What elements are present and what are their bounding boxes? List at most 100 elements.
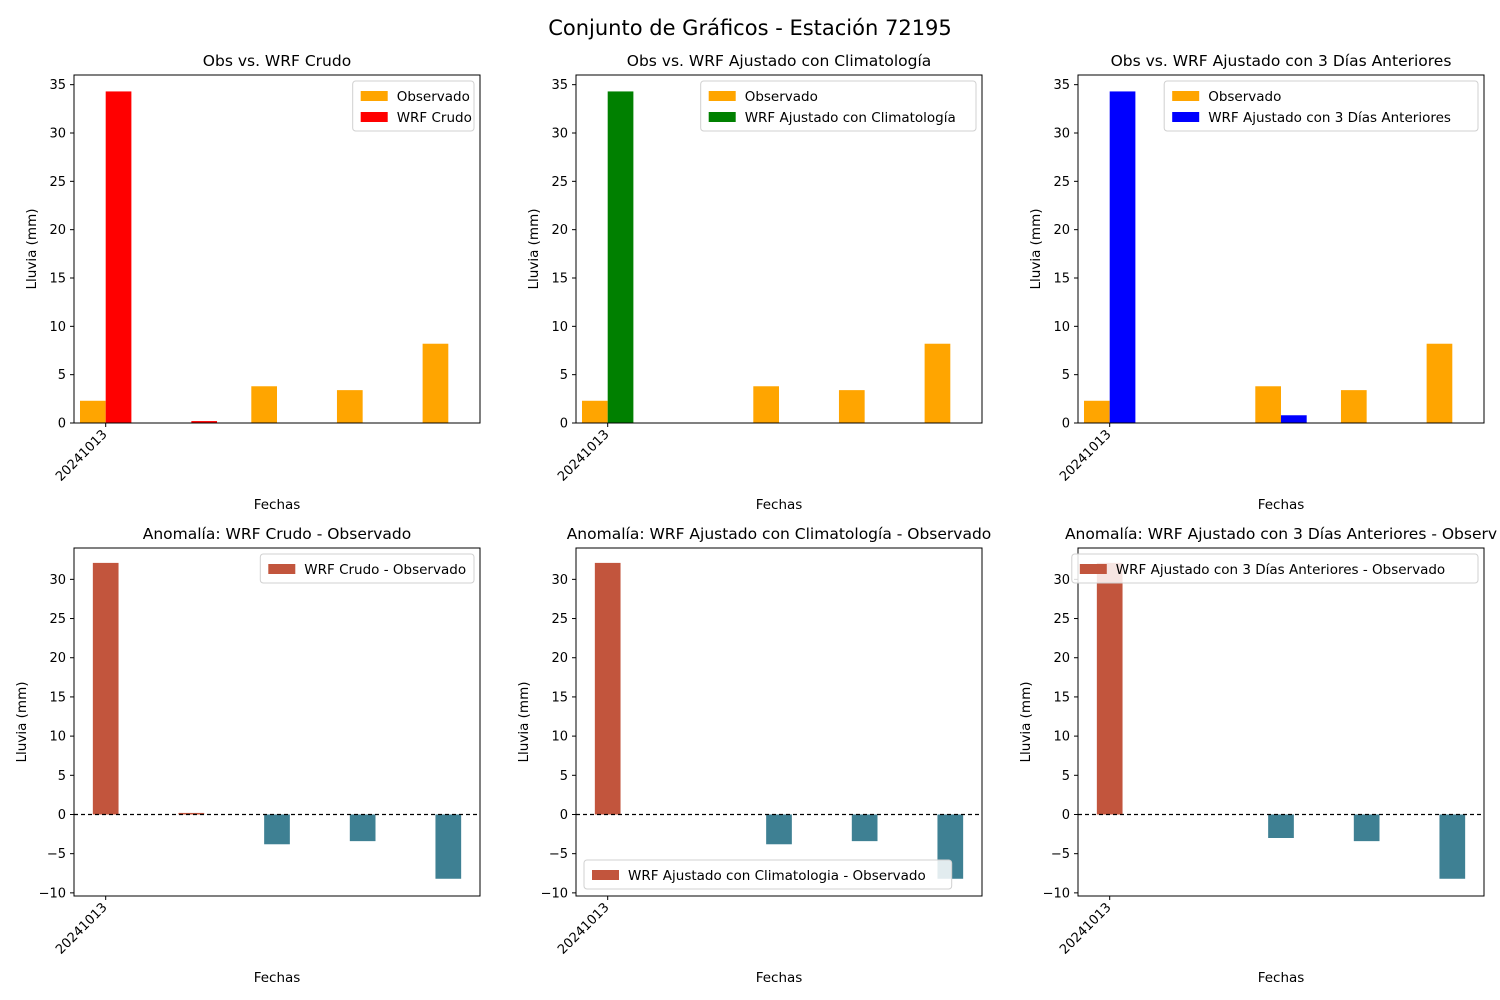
legend-swatch (1172, 91, 1200, 101)
bar-series1-point3 (766, 814, 792, 845)
bar-series1-point5 (435, 814, 462, 879)
y-axis-label: Lluvia (mm) (14, 682, 30, 763)
bar-series1-point3 (251, 386, 277, 423)
y-axis-label: Lluvia (mm) (526, 209, 542, 290)
y-tick-label: 25 (551, 612, 568, 627)
y-tick-label: 20 (49, 223, 66, 238)
bar-series1-point5 (1426, 343, 1453, 423)
y-tick-label: 5 (1062, 368, 1070, 383)
y-tick-label: 10 (1053, 730, 1070, 745)
x-axis-label: Fechas (1258, 970, 1305, 986)
bar-series1-point4 (838, 390, 865, 423)
y-tick-label: 35 (49, 78, 66, 93)
legend-box (583, 859, 953, 890)
bar-series1-point5 (924, 343, 951, 423)
x-tick-label: 20241013 (53, 900, 110, 957)
chart-title: Anomalía: WRF Crudo - Observado (143, 525, 412, 543)
y-tick-label: 30 (1053, 127, 1070, 142)
legend-label: Observado (397, 89, 470, 105)
legend: WRF Ajustado con 3 Días Anteriores - Obs… (1071, 553, 1479, 584)
bar-series1-point3 (1255, 386, 1281, 423)
y-tick-label: 5 (560, 368, 568, 383)
bar-series1-point4 (1353, 814, 1380, 842)
chart-title: Obs vs. WRF Ajustado con Climatología (627, 52, 932, 70)
legend-swatch (1172, 112, 1200, 122)
y-tick-label: 0 (1062, 417, 1070, 432)
y-tick-label: 5 (1062, 769, 1070, 784)
plot-frame (575, 74, 983, 424)
chart-title: Obs vs. WRF Ajustado con 3 Días Anterior… (1111, 52, 1452, 70)
chart-title: Obs vs. WRF Crudo (203, 52, 351, 70)
y-tick-label: −5 (1051, 847, 1070, 862)
y-tick-label: 5 (58, 769, 66, 784)
y-tick-label: 20 (1053, 651, 1070, 666)
legend-label: WRF Crudo (397, 110, 472, 126)
y-tick-label: 10 (551, 320, 568, 335)
x-tick-label: 20241013 (555, 427, 612, 484)
y-tick-label: 25 (551, 175, 568, 190)
plot-frame (73, 547, 481, 897)
legend-swatch (708, 91, 736, 101)
legend: WRF Ajustado con Climatologia - Observad… (583, 859, 953, 890)
y-tick-label: 0 (58, 417, 66, 432)
y-tick-label: 15 (1053, 272, 1070, 287)
y-tick-label: 5 (58, 368, 66, 383)
y-axis-label: Lluvia (mm) (1018, 682, 1034, 763)
legend-swatch (708, 112, 736, 122)
legend-swatch (360, 91, 388, 101)
chart-panel-6: −10 −5 0 5 10 15 20 25 30 20241013 Anomalía: WRF A… (1018, 525, 1497, 986)
chart-panel-2: 0 5 10 15 20 25 30 35 20241013 Obs vs. WRF Ajusta… (526, 52, 983, 513)
plot-frame (73, 74, 481, 424)
y-tick-label: 15 (551, 690, 568, 705)
bar-series1-point1 (581, 400, 608, 423)
y-tick-label: 15 (1053, 690, 1070, 705)
y-tick-label: 25 (1053, 175, 1070, 190)
y-tick-label: −10 (1043, 886, 1070, 901)
bar-series1-point5 (1439, 814, 1466, 879)
chart-panel-1: 0 5 10 15 20 25 30 35 20241013 Obs vs. WRF Crudo F… (24, 52, 481, 513)
y-tick-label: −10 (39, 886, 66, 901)
plot-frame (1077, 547, 1485, 897)
bar-series2-point3 (1281, 415, 1307, 423)
y-tick-label: 15 (49, 690, 66, 705)
y-tick-label: 10 (49, 730, 66, 745)
legend: Observado WRF Ajustado con 3 Días Anterio… (1163, 80, 1479, 132)
y-tick-label: 30 (49, 573, 66, 588)
legend-label: WRF Ajustado con 3 Días Anteriores (1208, 110, 1451, 126)
legend-label: WRF Ajustado con Climatologia - Observad… (628, 868, 926, 884)
bar-series1-point3 (753, 386, 779, 423)
bar-series1-point4 (851, 814, 878, 842)
legend-label: WRF Ajustado con Climatología (745, 110, 956, 126)
y-tick-label: 15 (551, 272, 568, 287)
y-tick-label: 10 (49, 320, 66, 335)
y-axis-label: Lluvia (mm) (24, 209, 40, 290)
y-tick-label: 30 (551, 127, 568, 142)
legend-label: WRF Crudo - Observado (304, 562, 466, 578)
y-tick-label: 20 (551, 223, 568, 238)
bar-series2-point1 (105, 91, 132, 423)
bar-series1-point1 (1096, 562, 1123, 815)
x-axis-label: Fechas (756, 970, 803, 986)
y-tick-label: 35 (1053, 78, 1070, 93)
y-tick-label: −5 (549, 847, 568, 862)
bar-series1-point4 (336, 390, 363, 423)
y-tick-label: 20 (49, 651, 66, 666)
legend-label: WRF Ajustado con 3 Días Anteriores - Obs… (1116, 562, 1445, 578)
x-axis-label: Fechas (756, 497, 803, 513)
bar-series1-point5 (422, 343, 449, 423)
x-axis-label: Fechas (1258, 497, 1305, 513)
y-tick-label: 35 (551, 78, 568, 93)
y-tick-label: 30 (551, 573, 568, 588)
y-tick-label: 20 (1053, 223, 1070, 238)
legend: Observado WRF Ajustado con Climatología (700, 80, 977, 132)
y-tick-label: 20 (551, 651, 568, 666)
bar-series1-point1 (1083, 400, 1110, 423)
legend-box (259, 553, 475, 584)
y-axis-label: Lluvia (mm) (516, 682, 532, 763)
x-tick-label: 20241013 (53, 427, 110, 484)
y-tick-label: 0 (560, 417, 568, 432)
legend-swatch (1079, 564, 1107, 574)
y-tick-label: 25 (1053, 612, 1070, 627)
